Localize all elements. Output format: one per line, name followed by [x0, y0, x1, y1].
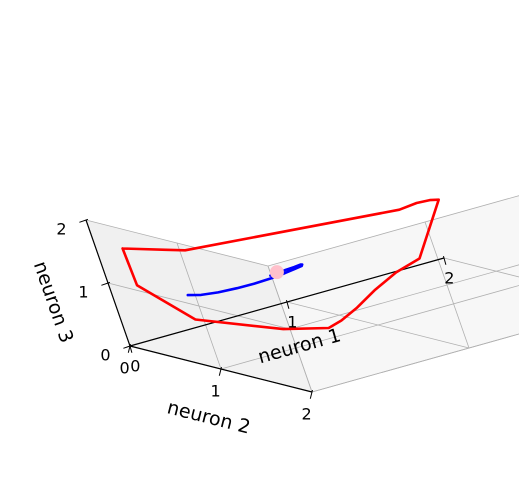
gridline: [107, 282, 291, 330]
gridline: [267, 195, 519, 267]
axis-title-y: neuron 2: [165, 396, 253, 438]
gridline: [220, 285, 519, 370]
tick-mark-z: [123, 344, 133, 349]
tick-mark-x: [285, 299, 290, 309]
gridline: [289, 264, 519, 330]
gridline: [311, 333, 519, 393]
tick-label-z: 2: [56, 220, 66, 239]
tick-mark-x: [442, 255, 447, 265]
tick-label-x: 1: [287, 312, 297, 331]
tick-label-x: 0: [130, 356, 140, 375]
tick-label-y: 0: [120, 358, 130, 377]
tick-mark-y: [218, 366, 222, 376]
tick-label-x: 2: [444, 268, 454, 287]
series-line-limit-cycle: [121, 198, 440, 331]
gridline: [443, 257, 519, 278]
data-series: [121, 198, 440, 331]
start-marker: [269, 265, 284, 280]
axis-ticks: 0 1 2 0 1 2 0 1 2: [56, 218, 454, 423]
pane-neuron2-max: [268, 195, 519, 392]
tick-label-z: 1: [78, 283, 88, 302]
axis-title-z: neuron 3: [29, 258, 78, 345]
data-markers: [269, 265, 284, 280]
tick-label-z: 0: [100, 346, 110, 365]
series-line-spiral: [186, 263, 304, 297]
tick-mark-z: [101, 281, 111, 286]
tick-mark-z: [79, 218, 89, 223]
tick-label-y: 1: [211, 381, 221, 400]
tick-mark-y: [309, 389, 313, 399]
tick-label-y: 2: [302, 404, 312, 423]
gridline: [85, 219, 269, 267]
